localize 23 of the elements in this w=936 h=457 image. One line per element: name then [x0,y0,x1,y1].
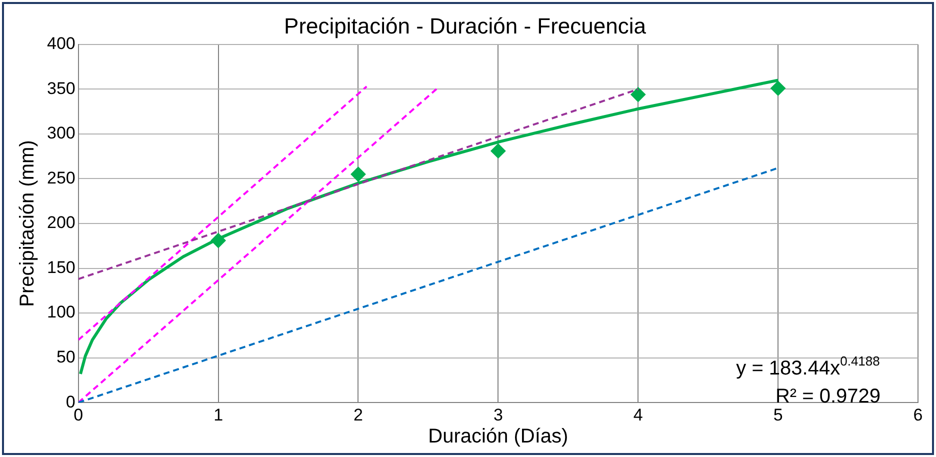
x-tick-label: 5 [773,405,783,424]
y-tick-label: 300 [46,124,76,143]
annotation: R² = 0.9729 [775,386,881,408]
point [490,143,506,158]
chart-title: Precipitación - Duración - Frecuencia [284,13,647,38]
x-tick-label: 4 [633,405,643,424]
point [770,80,786,96]
x-tick-label: 6 [913,405,923,424]
point [350,166,366,182]
x-axis-title: Duración (Días) [428,426,568,448]
y-tick-label: 150 [46,258,76,277]
point [630,87,646,102]
y-tick-label: 350 [46,78,76,98]
y-tick-label: 0 [66,392,76,412]
y-tick-label: 200 [46,213,76,232]
y-tick-label: 250 [46,168,76,188]
x-tick-label: 2 [354,405,363,424]
y-tick-label: 400 [46,34,76,54]
y-axis-title: Precipitación (mm) [16,140,39,307]
y-tick-label: 50 [56,348,76,367]
y-tick-label: 100 [46,302,76,322]
x-tick-label: 1 [214,405,224,424]
x-tick-label: 3 [493,405,503,424]
